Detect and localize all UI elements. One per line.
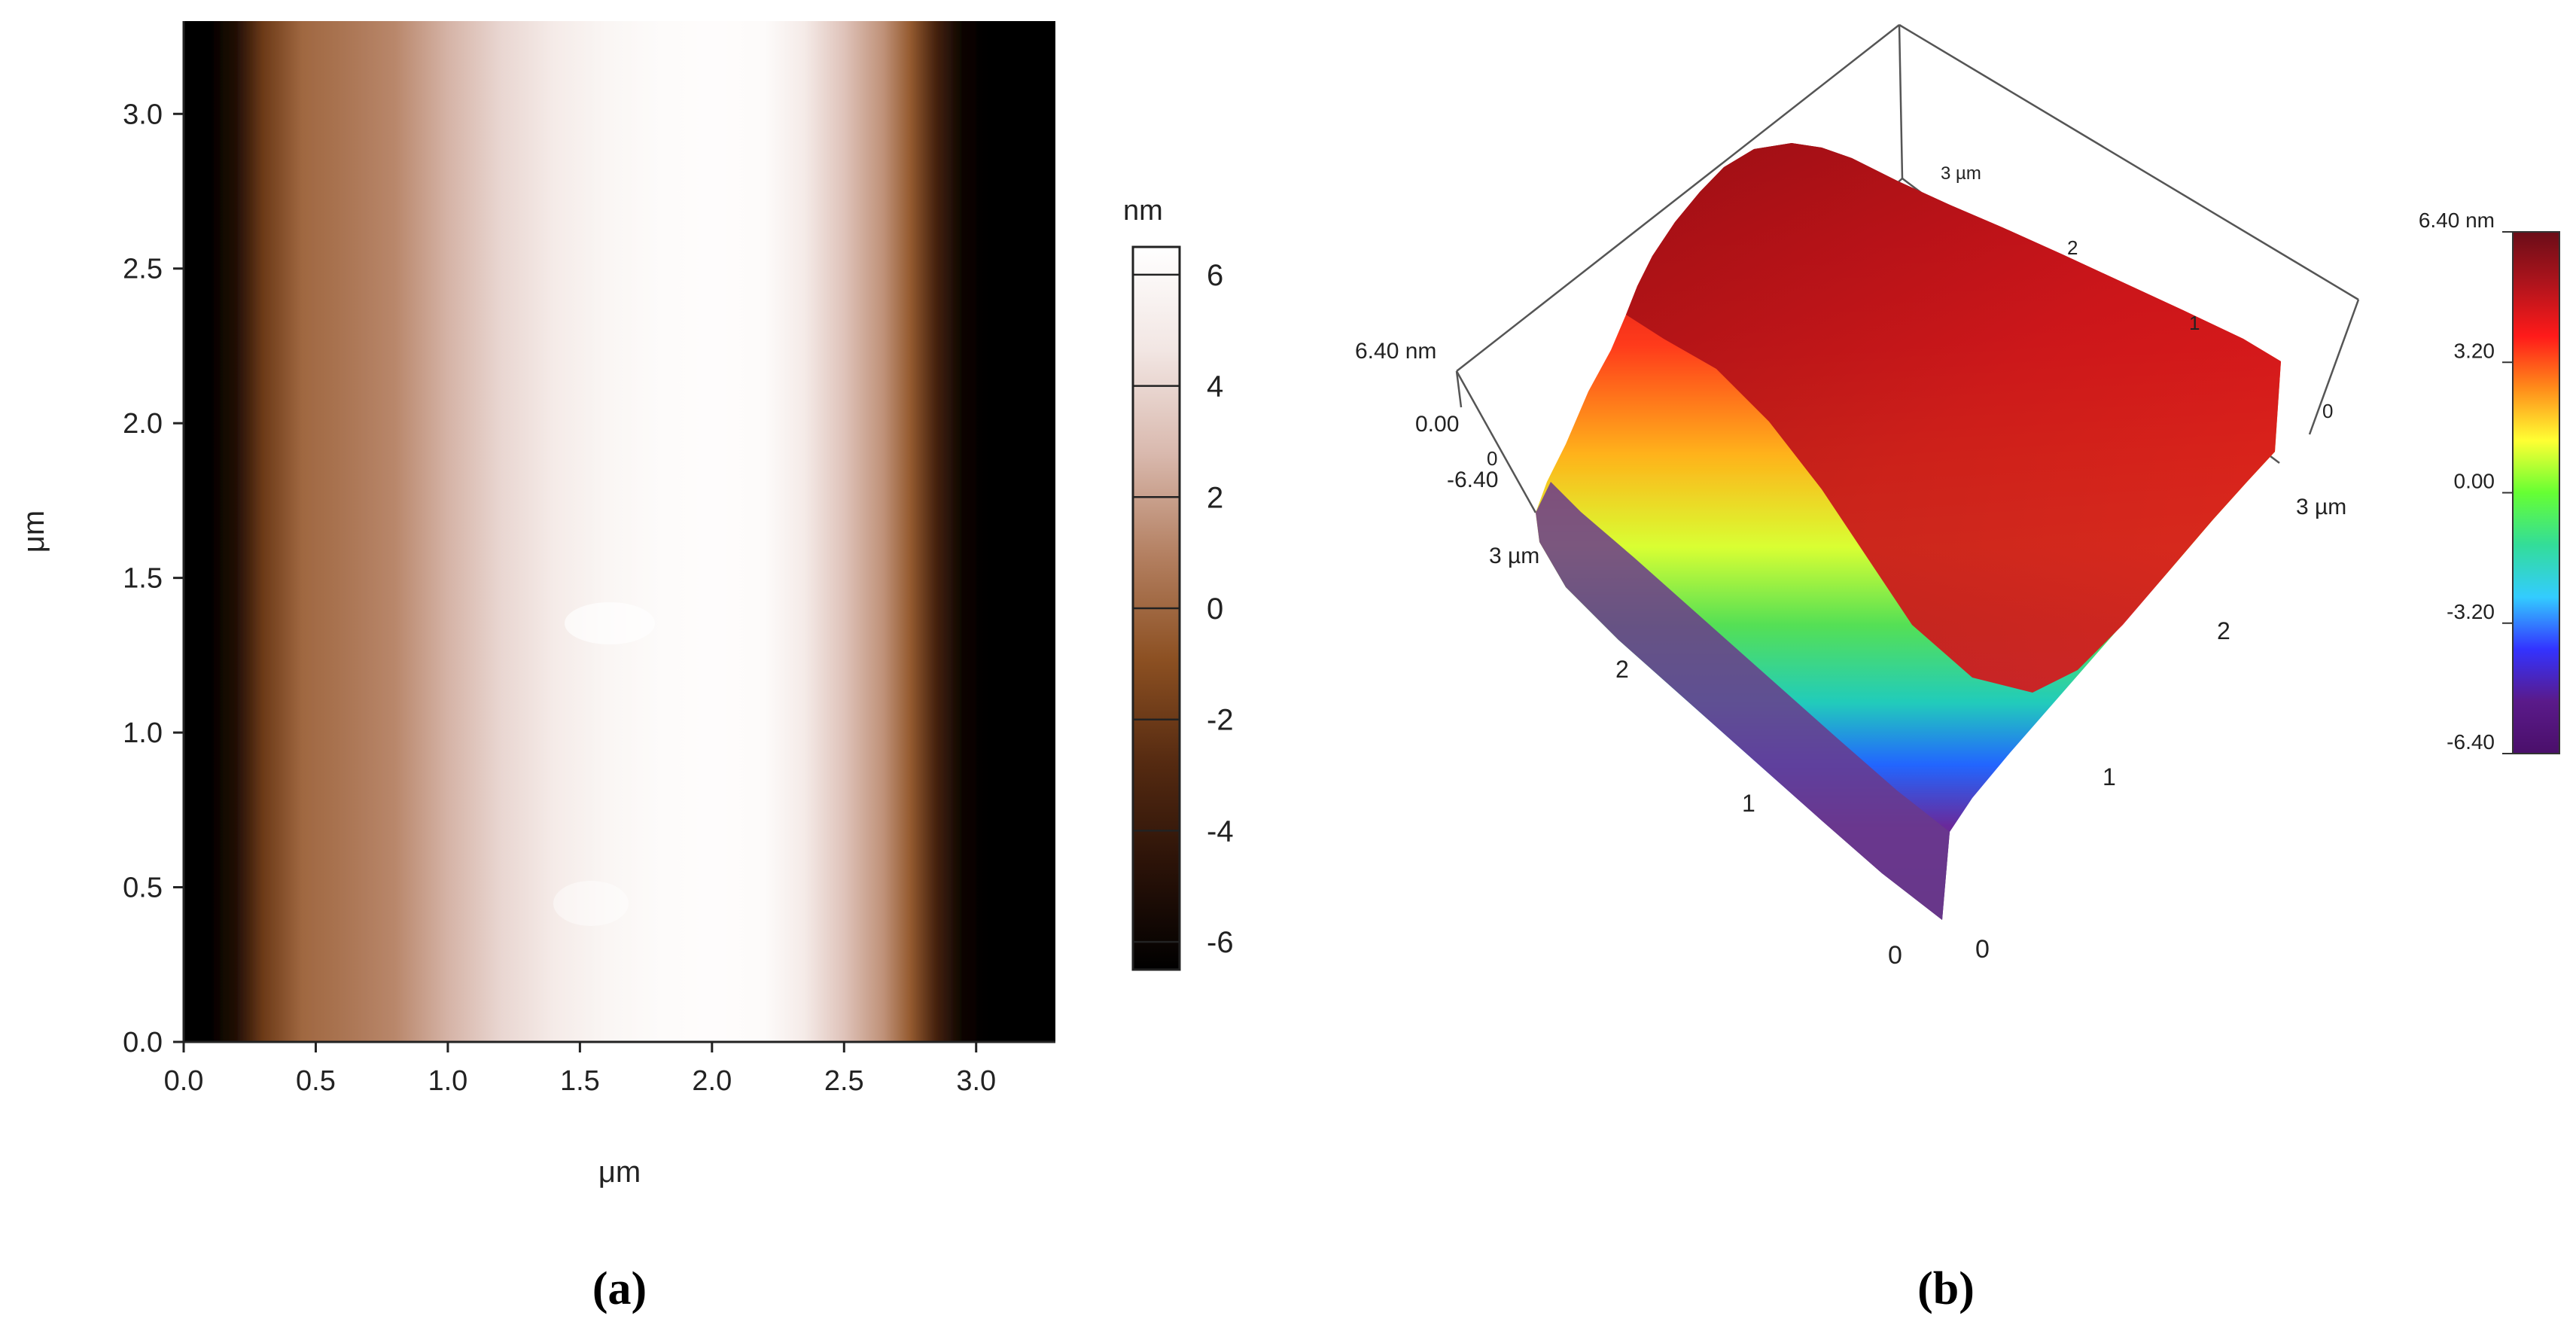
z-label-min: -6.40 <box>1447 468 1498 492</box>
top-axis-tick: 3 µm <box>1941 163 1981 184</box>
x-tick-label: 0.5 <box>296 1065 336 1097</box>
z-label-zero: 0.00 <box>1415 412 1459 437</box>
surface-purple-base <box>1536 482 1950 920</box>
surface-red-cap <box>1626 143 2281 693</box>
colorbar-b-tick-label: 0.00 <box>2454 470 2495 493</box>
front-left-tick: 2 <box>1615 656 1629 683</box>
front-left-tick: 0 <box>1888 941 1902 970</box>
front-right-tick: 3 µm <box>2296 495 2346 519</box>
colorbar-b-tick-label: 3.20 <box>2454 339 2495 362</box>
colorbar-a-tick-label: -2 <box>1207 704 1234 737</box>
colorbar-a-tick-label: -4 <box>1207 815 1234 848</box>
x-axis-label: μm <box>598 1156 641 1189</box>
afm-texture-overlay <box>184 21 1055 1042</box>
front-right-tick: 1 <box>2103 763 2116 790</box>
panel-label-a: (a) <box>592 1263 647 1314</box>
y-tick-label: 2.0 <box>123 408 163 440</box>
colorbar-b-tick-label: -6.40 <box>2447 730 2495 754</box>
y-tick-label: 1.5 <box>123 563 163 595</box>
y-tick-label: 3.0 <box>123 99 163 130</box>
y-tick-label: 0.5 <box>123 873 163 904</box>
colorbar-a-ticks: 6 4 2 0 -2 -4 -6 <box>1133 259 1234 959</box>
x-tick-label: 0.0 <box>164 1065 204 1097</box>
panel-label-b: (b) <box>1917 1263 1975 1314</box>
y-tick-label: 0.0 <box>123 1027 163 1058</box>
colorbar-b <box>2512 231 2560 754</box>
afm-bright-spot <box>553 881 629 926</box>
front-left-tick: 3 µm <box>1489 544 1539 568</box>
x-tick-label: 1.0 <box>428 1065 467 1097</box>
x-tick-label: 2.5 <box>824 1065 864 1097</box>
front-left-tick: 1 <box>1742 790 1755 817</box>
y-axis-label: μm <box>17 510 50 553</box>
corner-zero-label: 0 <box>1487 447 1497 470</box>
colorbar-a-tick-label: 0 <box>1207 592 1223 626</box>
x-tick-label: 3.0 <box>956 1065 996 1097</box>
panel-a: 0.0 0.5 1.0 1.5 2.0 2.5 3.0 0.0 0.5 1.0 1.5 2.0 2.5… <box>17 21 1234 1189</box>
front-right-tick: 0 <box>1975 935 1990 964</box>
colorbar-b-tick-label: -3.20 <box>2447 600 2495 623</box>
x-ticks: 0.0 0.5 1.0 1.5 2.0 2.5 3.0 <box>164 1042 996 1097</box>
colorbar-a-unit: nm <box>1123 195 1163 227</box>
x-tick-label: 2.0 <box>692 1065 732 1097</box>
top-axis-tick: 1 <box>2189 312 2200 334</box>
colorbar-a-tick-label: 4 <box>1207 370 1223 404</box>
colorbar-a-tick-label: -6 <box>1207 926 1234 959</box>
colorbar-b-ticks: 6.40 nm 3.20 0.00 -3.20 -6.40 <box>2419 209 2513 754</box>
top-axis-tick: 2 <box>2067 236 2078 259</box>
y-ticks: 0.0 0.5 1.0 1.5 2.0 2.5 3.0 <box>123 99 184 1058</box>
colorbar-b-tick-label: 6.40 nm <box>2419 209 2495 232</box>
panel-b: 6.40 nm 0.00 -6.40 0 3 µm 2 1 0 3 µm 2 1… <box>1355 23 2560 970</box>
front-right-tick: 2 <box>2217 617 2230 644</box>
y-tick-label: 2.5 <box>123 254 163 285</box>
z-label-max: 6.40 nm <box>1355 339 1436 364</box>
colorbar-a-tick-label: 6 <box>1207 259 1223 292</box>
top-axis-tick: 0 <box>2322 400 2333 422</box>
afm-bright-spot <box>565 602 655 644</box>
x-tick-label: 1.5 <box>560 1065 600 1097</box>
y-tick-label: 1.0 <box>123 717 163 749</box>
colorbar-a-tick-label: 2 <box>1207 481 1223 514</box>
